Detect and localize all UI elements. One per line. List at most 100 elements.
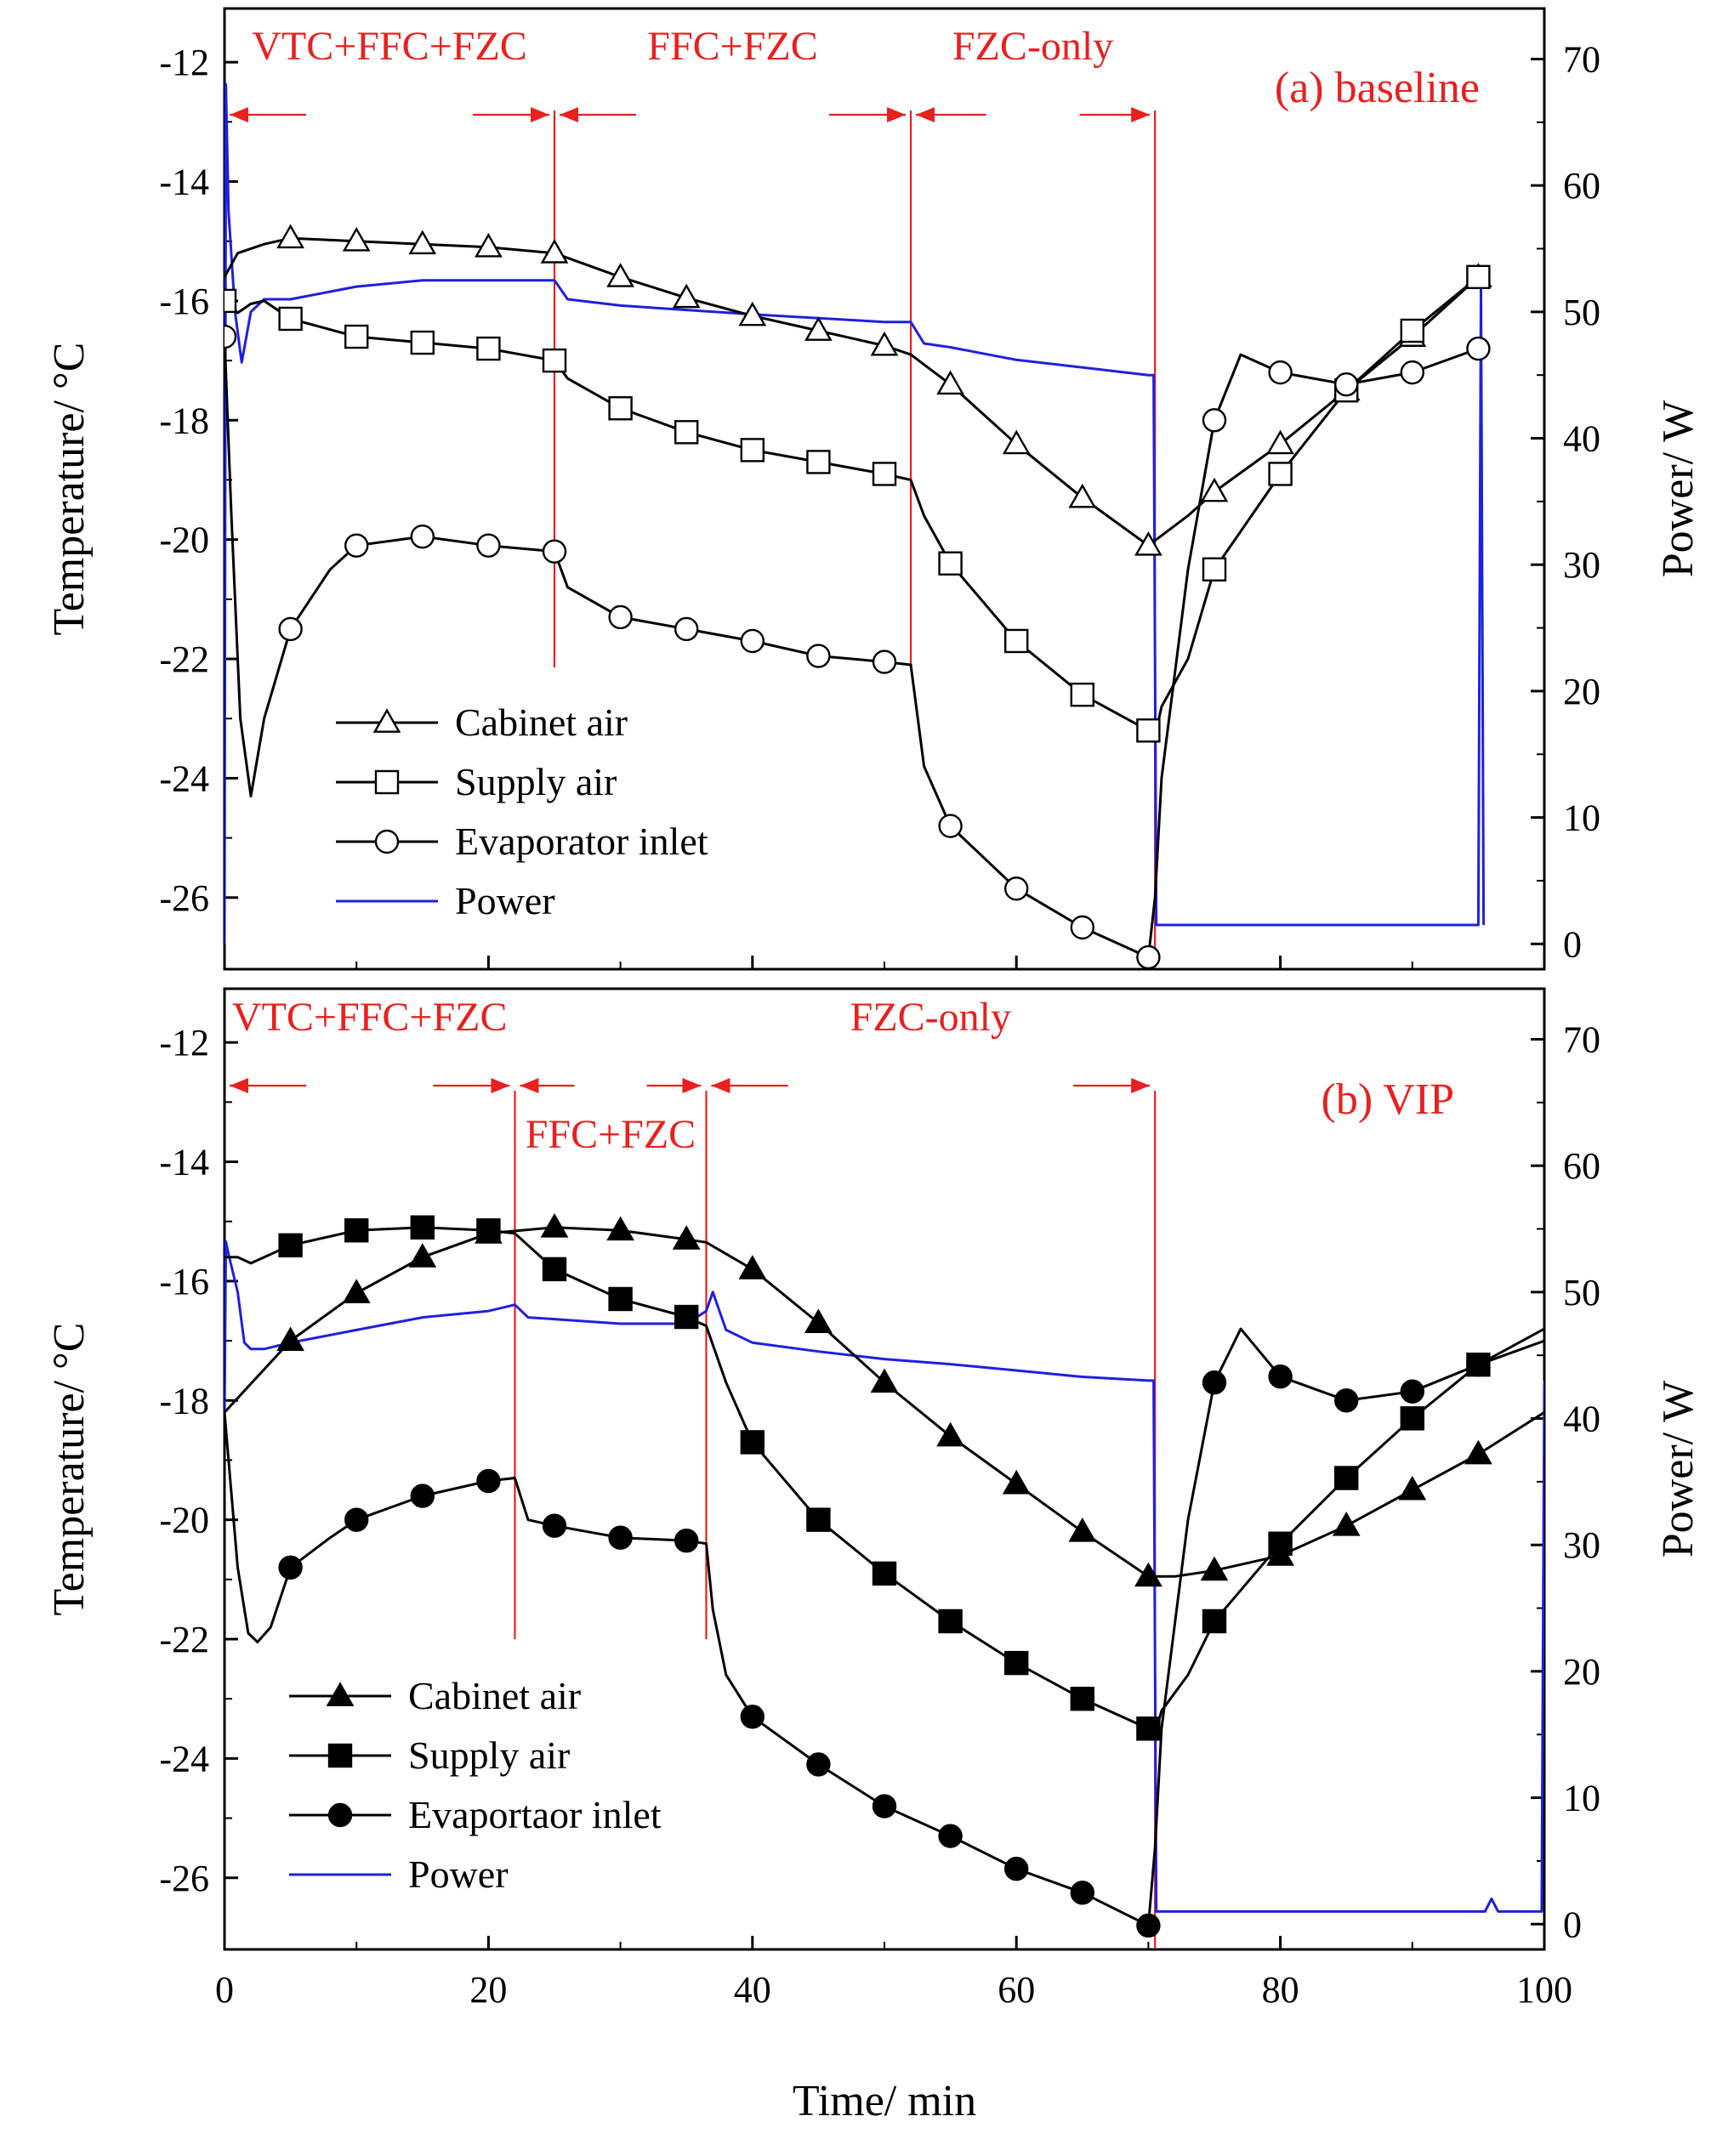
legend-a: Cabinet air Supply air Evaporator inlet Pow… (336, 701, 708, 922)
data-marker-circle (938, 814, 963, 838)
data-marker-square (740, 1430, 765, 1455)
data-marker-square (410, 330, 435, 355)
data-marker-triangle (540, 239, 569, 264)
data-marker-circle (327, 1802, 353, 1828)
data-marker-circle (1003, 1857, 1029, 1881)
data-marker-triangle (326, 1682, 355, 1706)
data-marker-triangle (738, 1255, 767, 1279)
data-marker-triangle (342, 1279, 371, 1303)
data-marker-triangle (1002, 429, 1031, 455)
phase-arrowhead-left (230, 107, 248, 122)
data-marker-square (674, 1304, 699, 1330)
data-marker-square (608, 1286, 633, 1312)
data-marker-triangle (672, 283, 701, 309)
y-axis-title-left-b: Temperature/ °C (45, 1323, 94, 1616)
data-marker-circle (806, 644, 831, 668)
data-marker-triangle (870, 1368, 899, 1393)
data-marker-square (1070, 682, 1095, 707)
phase-arrowhead-right (682, 1078, 702, 1093)
legend-label: Supply air (408, 1733, 570, 1777)
data-marker-square (1070, 1687, 1095, 1711)
data-marker-square (608, 396, 633, 421)
data-marker-triangle (1068, 483, 1097, 508)
plot-frame-a (223, 7, 1546, 971)
x-tick-label: 100 (1516, 1969, 1572, 2011)
data-marker-circle (278, 616, 303, 642)
y-tick-label-right: 40 (1563, 1399, 1600, 1440)
data-marker-triangle (936, 370, 964, 395)
legend-label: Supply air (455, 760, 617, 803)
data-marker-square (327, 1743, 353, 1768)
y-tick-label-left: -14 (159, 1142, 209, 1183)
x-tick-label: 0 (215, 1969, 234, 2011)
data-marker-circle (1466, 1352, 1491, 1377)
data-marker-triangle (804, 1308, 833, 1333)
data-marker-circle (1070, 915, 1095, 940)
data-marker-square (476, 1218, 501, 1243)
y-tick-label-left: -14 (159, 162, 209, 203)
y-tick-label-left: -26 (159, 877, 209, 919)
data-marker-square (344, 1218, 369, 1243)
data-marker-circle (1070, 1881, 1095, 1905)
legend-label: Evaporator inlet (455, 820, 708, 863)
data-marker-circle (674, 616, 699, 642)
y-tick-label-left: -24 (159, 757, 209, 799)
series-power-line (225, 1240, 1544, 1913)
data-marker-square (1136, 1716, 1161, 1741)
data-marker-square (374, 769, 400, 795)
data-marker-circle (740, 628, 765, 654)
phase-arrowhead-right (1131, 1078, 1151, 1093)
data-marker-triangle (276, 1326, 304, 1352)
phase-label: VTC+FFC+FZC (232, 995, 508, 1040)
phase-arrowhead-right (531, 107, 549, 122)
y-tick-label-right: 10 (1563, 797, 1600, 839)
data-marker-triangle (276, 224, 304, 249)
data-marker-circle (410, 1484, 435, 1508)
data-marker-triangle (1398, 1475, 1427, 1501)
y-axis-title-right-b: Power/ W (1654, 1381, 1702, 1557)
series-group-a (225, 82, 1492, 969)
data-marker-circle (1136, 945, 1161, 969)
phase-arrowhead-left (230, 1078, 248, 1093)
y-tick-label-right: 40 (1563, 418, 1600, 460)
data-marker-triangle (342, 227, 371, 252)
data-marker-triangle (1200, 1556, 1229, 1581)
y-tick-label-left: -26 (159, 1858, 209, 1899)
panel-title-a: (a) baseline (1275, 64, 1480, 112)
data-marker-circle (344, 533, 369, 558)
data-marker-triangle (475, 233, 503, 258)
data-marker-triangle (1332, 1511, 1361, 1536)
data-marker-circle (1333, 372, 1359, 397)
data-marker-circle (674, 1529, 699, 1553)
x-tick-label: 80 (1262, 1969, 1299, 2011)
y-axis-right-b: 0 10 20 30 40 50 60 70 (1531, 1018, 1600, 1945)
y-tick-label-right: 50 (1563, 1272, 1600, 1313)
phase-arrowhead-left (560, 107, 578, 122)
data-marker-circle (806, 1752, 831, 1777)
y-tick-label-left: -16 (159, 281, 209, 322)
phase-label: FFC+FZC (647, 24, 818, 69)
data-marker-circle (410, 524, 435, 549)
data-marker-circle (1268, 1365, 1293, 1389)
x-tick-label: 60 (998, 1969, 1035, 2011)
data-marker-triangle (408, 1243, 437, 1268)
y-axis-title-right-a: Power/ W (1654, 400, 1702, 577)
data-marker-circle (1466, 336, 1491, 361)
plot-frame-b (223, 987, 1546, 1951)
y-tick-label-right: 30 (1563, 1524, 1600, 1566)
legend-label: Evaportaor inlet (408, 1793, 662, 1836)
data-marker-square (806, 450, 831, 474)
data-marker-square (1202, 557, 1227, 582)
phase-label: FZC-only (952, 24, 1113, 69)
series-evaportaor-inlet-line (225, 1327, 1544, 1927)
data-marker-triangle (606, 263, 634, 287)
series-cabinet-air-line (225, 236, 1480, 548)
data-marker-square (1268, 462, 1293, 486)
data-marker-square (740, 438, 765, 462)
x-axis-title: Time/ min (793, 2077, 976, 2125)
data-marker-square (344, 324, 369, 349)
data-marker-triangle (870, 331, 899, 356)
data-marker-square (278, 1233, 303, 1258)
data-marker-square (938, 551, 963, 576)
legend-label: Power (455, 879, 555, 922)
